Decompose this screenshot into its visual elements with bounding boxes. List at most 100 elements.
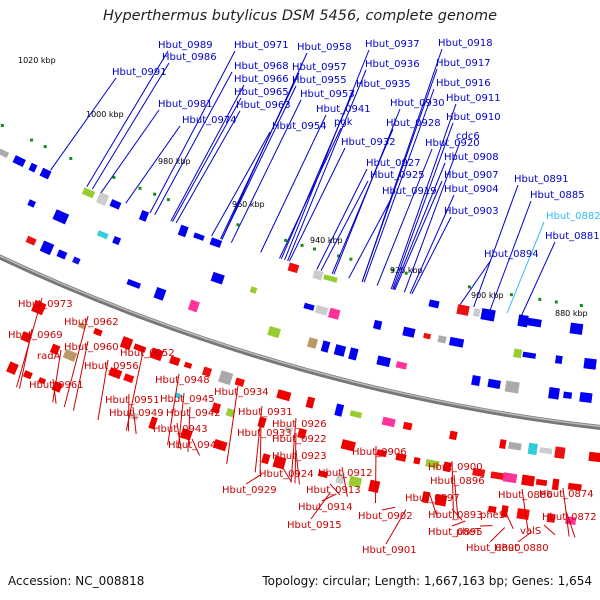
gene-label-hbut_0914: Hbut_0914 [298, 502, 353, 513]
gene-label-hbut_0991: Hbut_0991 [112, 67, 167, 78]
gene-label-hbut_0906: Hbut_0906 [352, 447, 407, 458]
gene-feature [305, 396, 316, 409]
gene-feature [567, 482, 582, 491]
leader-line [288, 147, 346, 262]
gene-feature [487, 505, 497, 514]
leader-line [453, 474, 459, 520]
leader-line [290, 417, 297, 483]
gene-label-rada: radA [37, 351, 61, 362]
leader-line [279, 127, 342, 259]
leader-line [316, 168, 368, 270]
leader-line [376, 148, 433, 286]
leader-line [348, 196, 393, 279]
leader-line [310, 492, 331, 520]
gene-feature [112, 235, 122, 246]
gene-label-hbut_0971: Hbut_0971 [234, 40, 289, 51]
gene-feature [312, 269, 324, 281]
gene-feature [428, 299, 440, 309]
gene-label-hbut_0925: Hbut_0925 [370, 170, 425, 181]
leader-line [331, 128, 394, 274]
gene-feature [257, 416, 267, 428]
leader-line [52, 378, 57, 404]
gene-feature [234, 377, 245, 387]
leader-line [517, 531, 533, 543]
gene-feature [473, 308, 481, 318]
gene-feature [504, 380, 520, 394]
gene-label-hbut_0893: Hbut_0893 [428, 510, 483, 521]
gene-feature [502, 472, 518, 484]
gene-feature [6, 361, 19, 375]
gene-feature [20, 331, 32, 343]
leader-line [226, 385, 239, 464]
leader-line [211, 131, 271, 237]
leader-line [329, 483, 341, 496]
gene-feature [149, 347, 164, 362]
gene-feature [52, 209, 70, 225]
tick-label: 1020 kbp [18, 56, 56, 65]
gene-feature [109, 199, 122, 210]
gene-label-hbut_0966: Hbut_0966 [234, 74, 289, 85]
leader-line [503, 508, 514, 530]
leader-line [125, 346, 145, 431]
gene-label-hbut_0917: Hbut_0917 [436, 58, 491, 69]
leader-line [52, 349, 62, 403]
gene-label-hbut_0924: Hbut_0924 [259, 469, 314, 480]
leader-line [125, 125, 181, 204]
gene-label-hbut_0922: Hbut_0922 [272, 434, 327, 445]
gene-feature [177, 224, 189, 238]
gene-feature [77, 322, 87, 330]
map-title: Hyperthermus butylicus DSM 5456, complet… [102, 8, 498, 24]
leader-line [284, 49, 370, 261]
tick-label: 920 kbp [390, 266, 423, 275]
gene-label-hbut_0902: Hbut_0902 [358, 511, 413, 522]
gene-label-hbut_0890: Hbut_0890 [466, 543, 521, 554]
gene-feature [183, 361, 193, 369]
feature-dot [349, 257, 353, 261]
gene-feature [554, 355, 563, 365]
gene-label-hbut_0945: Hbut_0945 [160, 394, 215, 405]
feature-dot [236, 223, 240, 227]
feature-dot [166, 198, 170, 202]
gene-feature [437, 335, 447, 344]
feature-dot [313, 247, 316, 251]
gene-label-hbut_0907: Hbut_0907 [444, 170, 499, 181]
leader-line [282, 467, 293, 483]
gene-feature [314, 304, 329, 316]
gene-label-hbut_0948: Hbut_0948 [155, 375, 210, 386]
gene-label-hbut_0894: Hbut_0894 [484, 249, 539, 260]
feature-dot [43, 145, 47, 149]
genome-summary: Topology: circular; Length: 1,667,163 bp… [262, 574, 592, 588]
gene-feature [108, 367, 123, 380]
gene-label-hbut_0961: Hbut_0961 [29, 380, 84, 391]
leader-line [176, 422, 182, 450]
feature-dot [509, 293, 513, 297]
gene-feature [471, 375, 481, 387]
gene-label-hbut_0931: Hbut_0931 [238, 407, 293, 418]
gene-label-hbut_0927: Hbut_0927 [366, 158, 421, 169]
gene-feature [119, 336, 134, 351]
gene-label-hbut_0954: Hbut_0954 [272, 121, 327, 132]
gene-feature [0, 148, 10, 159]
leader-line [287, 69, 367, 261]
accession-text: Accession: NC_008818 [8, 574, 145, 588]
gene-feature [96, 230, 109, 240]
gene-feature [513, 348, 523, 359]
gene-label-hbut_0969: Hbut_0969 [8, 330, 63, 341]
gene-feature [425, 458, 440, 469]
gene-feature [93, 327, 103, 337]
leader-line [220, 72, 300, 240]
leader-line [428, 491, 438, 516]
gene-feature [27, 199, 36, 208]
gene-feature [39, 167, 52, 180]
gene-label-hbut_0942: Hbut_0942 [166, 408, 221, 419]
leader-line [473, 184, 519, 308]
gene-feature [588, 451, 600, 463]
gene-label-hbut_0936: Hbut_0936 [365, 59, 420, 70]
gene-feature [25, 235, 37, 246]
feature-dot [69, 157, 73, 160]
leader-line [259, 426, 262, 474]
leader-line [363, 88, 435, 283]
gene-label-hbut_0973: Hbut_0973 [18, 299, 73, 310]
gene-feature [522, 351, 537, 359]
